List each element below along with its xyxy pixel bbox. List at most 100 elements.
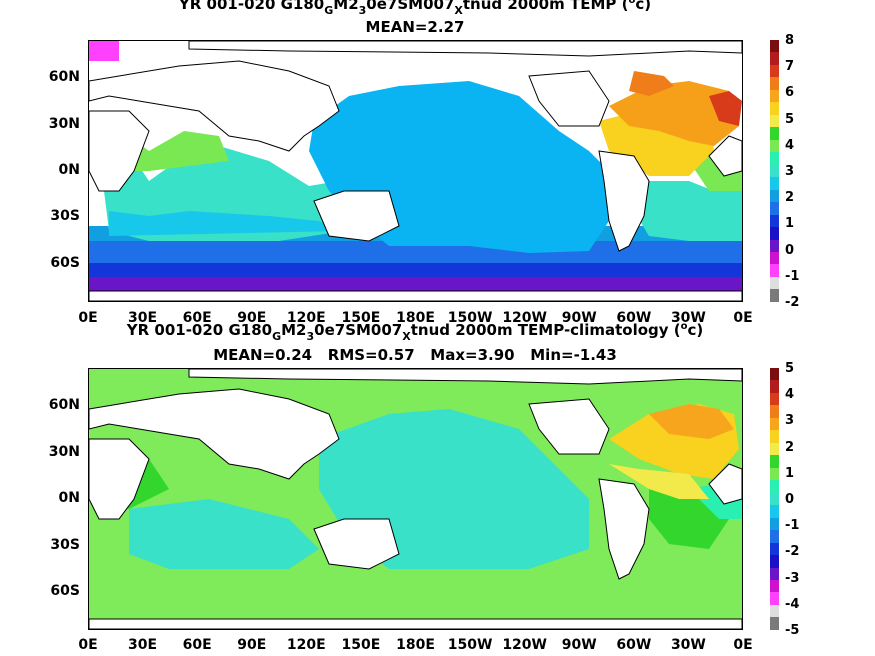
panel2-stats: MEAN=0.24 RMS=0.57 Max=3.90 Min=-1.43	[213, 346, 617, 364]
x-tick-label: 30E	[128, 310, 158, 326]
y-tick-0n: 0N	[58, 162, 80, 178]
colorbar-segment	[770, 164, 779, 178]
colorbar-label: 2	[785, 439, 795, 455]
y-tick-30n: 30N	[48, 116, 80, 132]
x-tick-label: 90E	[237, 310, 267, 326]
colorbar-segment	[770, 239, 779, 252]
x-tick-label: 120E	[286, 637, 326, 653]
colorbar-segment	[770, 567, 779, 580]
x-tick-label: 180E	[396, 637, 435, 653]
y-tick-60s-2: 60S	[50, 583, 80, 599]
colorbar-segment	[770, 139, 779, 153]
colorbar-segment	[770, 251, 779, 265]
x-tick-label: 150W	[447, 310, 493, 326]
colorbar-segment	[770, 442, 779, 456]
colorbar-label: -4	[785, 596, 800, 612]
colorbar-label: 4	[785, 137, 795, 153]
colorbar-label: 3	[785, 164, 795, 179]
colorbar-segment	[770, 467, 779, 481]
colorbar-segment	[770, 214, 779, 228]
colorbar-segment	[770, 114, 779, 128]
y-tick-30s: 30S	[50, 208, 80, 224]
colorbar-label: 0	[785, 242, 795, 258]
colorbar-segment	[770, 127, 779, 140]
colorbar-segment	[770, 89, 779, 103]
colorbar-label: -1	[785, 268, 800, 284]
colorbar-segment	[770, 64, 779, 78]
colorbar-segment	[770, 77, 779, 90]
colorbar-segment	[770, 430, 779, 443]
colorbar-label: 8	[785, 33, 795, 48]
x-tick-label: 60E	[182, 310, 212, 326]
colorbar-segment	[770, 579, 779, 593]
x-tick-label: 0E	[733, 637, 753, 653]
colorbar-label: -1	[785, 518, 800, 534]
colorbar-segment	[770, 40, 779, 53]
x-tick-label: 90E	[237, 637, 267, 653]
colorbar-segment	[770, 480, 779, 493]
colorbar-label: 6	[785, 85, 795, 101]
y-tick-30s-2: 30S	[50, 537, 80, 553]
panel2-map	[88, 368, 743, 630]
panel1-title: YR 001-020 G180GM230e7SM007Xtnud 2000m T…	[178, 0, 652, 17]
colorbar-segment	[770, 517, 779, 531]
x-tick-label: 30E	[128, 637, 158, 653]
y-tick-60n-2: 60N	[48, 397, 80, 413]
colorbar-segment	[770, 592, 779, 605]
colorbar-segment	[770, 392, 779, 406]
colorbar-segment	[770, 555, 779, 568]
x-tick-label: 120E	[286, 310, 326, 326]
x-tick-label: 30W	[670, 637, 706, 653]
y-tick-0n-2: 0N	[58, 490, 80, 506]
colorbar-label: -5	[785, 623, 800, 638]
colorbar-label: 7	[785, 59, 795, 75]
colorbar-segment	[770, 189, 779, 203]
y-tick-60n: 60N	[48, 69, 80, 85]
colorbar-segment	[770, 152, 779, 165]
x-tick-label: 150E	[341, 310, 381, 326]
panel1-colorbar	[770, 40, 779, 302]
colorbar-segment	[770, 505, 779, 518]
colorbar-label: 4	[785, 387, 795, 403]
x-tick-label: 0E	[78, 310, 98, 326]
colorbar-segment	[770, 417, 779, 431]
colorbar-segment	[770, 492, 779, 506]
colorbar-segment	[770, 202, 779, 215]
colorbar-label: -2	[785, 544, 800, 560]
x-tick-label: 90W	[561, 310, 597, 326]
colorbar-label: 3	[785, 413, 795, 429]
x-tick-label: 150W	[447, 637, 493, 653]
colorbar-label: 1	[785, 465, 795, 481]
colorbar-label: -2	[785, 295, 800, 310]
colorbar-segment	[770, 52, 779, 65]
panel1-map	[88, 40, 743, 302]
colorbar-segment	[770, 276, 779, 290]
colorbar-segment	[770, 604, 779, 618]
colorbar-label: 1	[785, 216, 795, 232]
colorbar-segment	[770, 542, 779, 556]
colorbar-segment	[770, 264, 779, 277]
y-tick-60s: 60S	[50, 255, 80, 271]
x-tick-label: 60W	[616, 637, 652, 653]
colorbar-segment	[770, 368, 779, 381]
x-tick-label: 150E	[341, 637, 381, 653]
colorbar-segment	[770, 455, 779, 468]
colorbar-segment	[770, 289, 779, 302]
colorbar-segment	[770, 380, 779, 393]
y-tick-30n-2: 30N	[48, 444, 80, 460]
x-tick-label: 60E	[182, 637, 212, 653]
panel2-title: YR 001-020 G180GM230e7SM007Xtnud 2000m T…	[126, 321, 704, 343]
colorbar-segment	[770, 227, 779, 240]
colorbar-segment	[770, 530, 779, 543]
x-tick-label: 60W	[616, 310, 652, 326]
x-tick-label: 120W	[502, 637, 547, 653]
colorbar-segment	[770, 177, 779, 190]
colorbar-label: -3	[785, 570, 800, 586]
colorbar-label: 5	[785, 361, 795, 376]
colorbar-segment	[770, 102, 779, 115]
panel1-stats: MEAN=2.27	[365, 18, 465, 36]
colorbar-label: 5	[785, 111, 795, 127]
colorbar-segment	[770, 405, 779, 418]
colorbar-segment	[770, 617, 779, 630]
x-tick-label: 30W	[670, 310, 706, 326]
